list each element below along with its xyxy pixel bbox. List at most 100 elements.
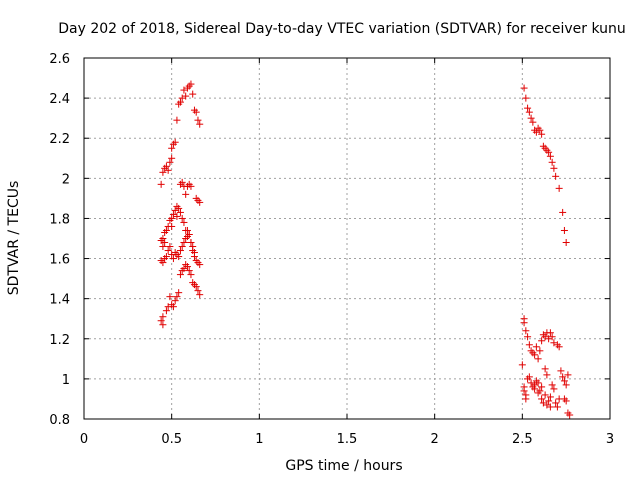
data-point [534, 355, 542, 363]
x-tick-label: 0.5 [161, 432, 182, 447]
data-point [190, 253, 198, 261]
x-tick-label: 3 [606, 432, 614, 447]
data-point [185, 267, 193, 275]
data-point [543, 401, 551, 409]
data-point [562, 381, 570, 389]
data-point [534, 379, 542, 387]
y-tick-label: 2 [62, 172, 70, 187]
x-tick-label: 0 [80, 432, 88, 447]
data-point [180, 265, 188, 273]
data-point [564, 371, 572, 379]
data-point [168, 222, 176, 230]
data-point [187, 80, 195, 88]
data-point [187, 271, 195, 279]
y-tick-label: 1.2 [49, 333, 70, 348]
y-tick-label: 1.8 [49, 212, 70, 227]
chart-title: Day 202 of 2018, Sidereal Day-to-day VTE… [58, 21, 626, 37]
data-point [196, 261, 204, 269]
data-point [532, 343, 540, 351]
data-point [538, 337, 546, 345]
data-point [166, 243, 174, 251]
data-point [522, 395, 530, 403]
data-point [545, 397, 553, 405]
x-tick-label: 1 [255, 432, 263, 447]
data-point [171, 297, 179, 305]
data-point [525, 108, 533, 116]
data-point [545, 335, 553, 343]
data-point [182, 235, 190, 242]
data-point [196, 291, 204, 299]
data-point [552, 172, 560, 180]
data-point [531, 385, 539, 393]
data-point [555, 343, 563, 351]
data-point [187, 239, 195, 247]
data-point [168, 214, 176, 222]
data-point [180, 239, 188, 247]
y-tick-label: 1.4 [49, 293, 70, 308]
data-point [546, 152, 554, 160]
data-point [159, 235, 167, 242]
x-tick-label: 2 [431, 432, 439, 447]
data-point [548, 158, 556, 166]
data-point [189, 247, 197, 255]
data-point [196, 198, 204, 206]
data-point [168, 154, 176, 162]
data-point [189, 90, 197, 98]
data-point [187, 182, 195, 190]
data-point [183, 226, 191, 234]
x-tick-label: 1.5 [337, 432, 358, 447]
data-point [538, 395, 546, 403]
data-point [180, 218, 188, 226]
data-point [157, 180, 165, 188]
data-point [525, 373, 533, 381]
data-point [538, 383, 546, 391]
data-point [520, 387, 528, 395]
x-axis-ticks: 0 0.5 1 1.5 2 2.5 3 [80, 58, 614, 447]
data-point [169, 303, 177, 311]
data-point [555, 184, 563, 192]
data-point [518, 361, 526, 369]
data-point [531, 351, 539, 359]
data-point [169, 255, 177, 263]
data-point [525, 341, 533, 349]
y-tick-label: 2.6 [49, 52, 70, 67]
data-point [192, 108, 200, 116]
y-tick-label: 1.6 [49, 253, 70, 268]
data-point [175, 289, 183, 297]
data-point [171, 206, 179, 214]
data-point [159, 321, 167, 329]
data-point [178, 214, 186, 222]
data-point [164, 247, 172, 255]
data-point [185, 230, 193, 238]
data-point [194, 287, 202, 295]
data-point [543, 371, 551, 379]
data-point [550, 339, 558, 347]
data-point [178, 94, 186, 102]
data-point [545, 148, 553, 156]
data-point [560, 226, 568, 234]
data-point [178, 243, 186, 251]
data-point [546, 393, 554, 401]
data-point [536, 347, 544, 355]
data-point [559, 208, 567, 216]
data-point [522, 327, 530, 335]
data-point [175, 253, 183, 261]
data-point [157, 317, 165, 325]
data-point [546, 329, 554, 337]
data-point [541, 333, 549, 341]
data-point [566, 411, 574, 419]
data-point [168, 144, 176, 152]
data-point [164, 166, 172, 174]
data-point [176, 98, 184, 106]
data-point [182, 92, 190, 100]
data-point [161, 239, 169, 247]
data-point [548, 381, 556, 389]
data-point [548, 333, 556, 341]
data-point [192, 283, 200, 291]
data-point [171, 138, 179, 146]
data-points [157, 80, 574, 419]
data-point [173, 293, 181, 301]
data-point [553, 403, 561, 411]
